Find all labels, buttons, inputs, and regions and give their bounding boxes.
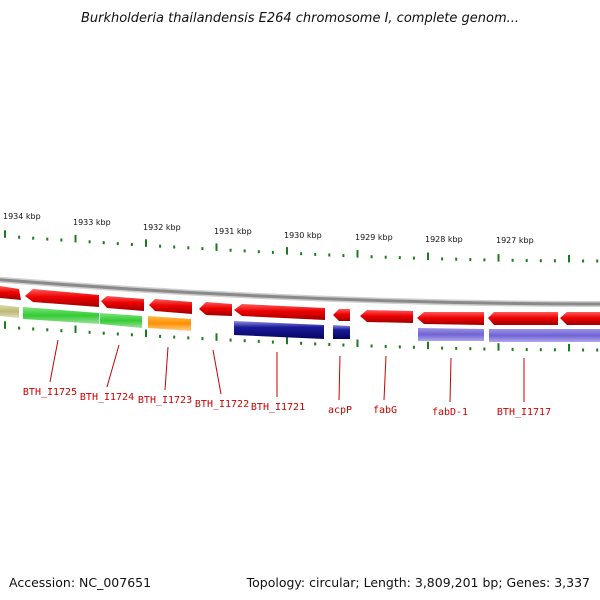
leader-line [449,357,452,403]
gene-label: BTH_I1723 [138,395,192,406]
cds-arrow [560,312,600,325]
gene-labels: BTH_I1725 BTH_I1724 BTH_I1723 BTH_I1722 … [23,387,551,418]
feature-bar-navy [333,325,350,339]
cds-arrow [360,310,413,323]
feature-bar-orange [148,316,191,331]
gene-label: fabD-1 [432,407,468,418]
gene-label: BTH_I1724 [80,392,134,403]
leader-line [49,339,59,383]
cds-arrow [149,299,192,314]
page-title: Burkholderia thailandensis E264 chromoso… [80,11,520,26]
feature-bars [0,305,600,342]
feature-bar-navy [234,321,324,339]
scale-label: 1930 kbp [284,231,322,240]
scale-label: 1927 kbp [496,236,534,245]
gene-label: fabG [373,405,397,416]
cds-arrow [25,289,99,307]
scale-label: 1933 kbp [73,218,111,227]
feature-bar-khaki [0,305,19,318]
scale-ticks-bottom [4,321,599,352]
feature-bar-lavender [489,329,600,342]
gene-label: BTH_I1721 [251,402,305,413]
feature-bar-green [23,307,99,324]
gene-label: BTH_I1725 [23,387,77,398]
cds-arrow [199,302,232,316]
gene-label: BTH_I1717 [497,407,551,418]
leader-line [212,349,222,395]
scale-label: 1929 kbp [355,233,393,242]
gene-label: BTH_I1722 [195,399,249,410]
chromosome-backbone [0,276,600,307]
leader-line [164,346,169,391]
feature-bar-green [100,313,142,328]
scale-label: 1931 kbp [214,227,252,236]
scale-labels: 1934 kbp 1933 kbp 1932 kbp 1931 kbp 1930… [3,212,534,245]
gene-label: acpP [328,405,352,416]
cds-arrow [333,309,350,321]
label-leaders [49,339,525,403]
topology-summary: Topology: circular; Length: 3,809,201 bp… [246,575,590,590]
scale-label: 1928 kbp [425,235,463,244]
leader-line [338,355,341,401]
cds-arrow [234,304,325,320]
scale-ticks-top [4,230,599,263]
scale-label: 1934 kbp [3,212,41,221]
accession-text: Accession: NC_007651 [9,575,152,590]
cds-arrow [488,312,558,325]
cds-arrow [101,296,144,311]
cds-arrow [417,312,484,325]
cds-track [0,286,600,325]
scale-label: 1932 kbp [143,223,181,232]
leader-line [106,344,120,388]
cds-arrow [0,286,21,300]
feature-bar-lavender [418,328,484,341]
leader-line [383,355,387,401]
